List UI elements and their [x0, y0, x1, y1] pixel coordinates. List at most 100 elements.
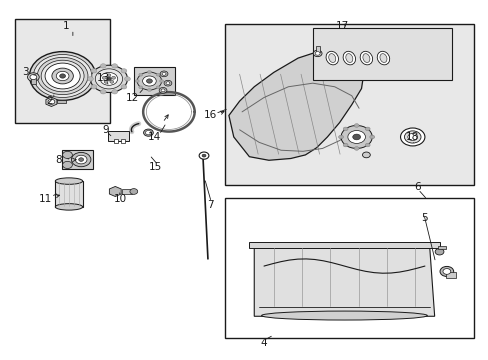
Circle shape	[106, 77, 111, 81]
Circle shape	[104, 80, 108, 83]
Text: 3: 3	[22, 67, 28, 77]
Ellipse shape	[261, 311, 427, 320]
Bar	[61, 149, 93, 169]
Ellipse shape	[345, 54, 352, 63]
Circle shape	[91, 69, 97, 73]
Circle shape	[352, 134, 360, 140]
Polygon shape	[254, 248, 434, 316]
Bar	[31, 78, 36, 84]
Polygon shape	[228, 51, 363, 160]
Text: 14: 14	[147, 132, 161, 142]
Circle shape	[135, 80, 139, 82]
Bar	[114, 139, 118, 143]
Ellipse shape	[379, 54, 386, 63]
Text: 4: 4	[260, 338, 267, 348]
Bar	[249, 242, 439, 248]
Circle shape	[439, 266, 453, 276]
Circle shape	[95, 69, 122, 89]
Circle shape	[29, 51, 96, 100]
Text: 16: 16	[203, 111, 217, 121]
Circle shape	[145, 131, 151, 135]
Bar	[55, 181, 82, 207]
Ellipse shape	[55, 178, 82, 184]
Circle shape	[365, 143, 369, 147]
Circle shape	[87, 77, 93, 81]
Circle shape	[159, 80, 163, 82]
Circle shape	[79, 158, 83, 161]
Bar	[312, 28, 451, 80]
Circle shape	[100, 72, 118, 85]
Polygon shape	[109, 186, 121, 197]
Circle shape	[100, 90, 106, 94]
Ellipse shape	[325, 51, 338, 65]
Circle shape	[62, 161, 72, 168]
Circle shape	[27, 73, 39, 81]
Ellipse shape	[376, 51, 389, 65]
Polygon shape	[46, 97, 57, 107]
Circle shape	[91, 85, 97, 89]
Ellipse shape	[360, 51, 372, 65]
Circle shape	[45, 63, 80, 89]
Bar	[224, 198, 473, 338]
Circle shape	[30, 75, 37, 80]
Circle shape	[353, 124, 358, 127]
Circle shape	[102, 76, 106, 79]
Circle shape	[121, 85, 126, 89]
Circle shape	[160, 71, 167, 77]
Text: 18: 18	[405, 132, 419, 142]
Circle shape	[139, 73, 142, 76]
Circle shape	[365, 127, 369, 131]
Circle shape	[56, 71, 69, 81]
Bar	[315, 46, 319, 51]
Circle shape	[369, 135, 374, 139]
Circle shape	[112, 90, 117, 94]
Circle shape	[52, 68, 73, 84]
Circle shape	[33, 54, 92, 98]
Circle shape	[404, 131, 420, 143]
Text: 17: 17	[335, 21, 348, 31]
Text: 5: 5	[421, 213, 427, 222]
Circle shape	[62, 151, 72, 158]
Circle shape	[434, 248, 443, 255]
Bar	[134, 67, 174, 95]
Circle shape	[315, 51, 320, 55]
Text: 11: 11	[39, 194, 52, 204]
Circle shape	[60, 74, 65, 78]
Bar	[122, 189, 132, 194]
Circle shape	[111, 76, 115, 79]
Text: 8: 8	[55, 155, 61, 165]
Circle shape	[147, 71, 151, 73]
Circle shape	[41, 60, 84, 92]
Circle shape	[124, 77, 130, 81]
Ellipse shape	[328, 54, 335, 63]
Circle shape	[163, 80, 171, 86]
Circle shape	[107, 74, 111, 77]
Circle shape	[407, 134, 417, 140]
Circle shape	[347, 131, 365, 143]
Circle shape	[90, 65, 127, 93]
Circle shape	[112, 64, 117, 68]
Circle shape	[146, 79, 152, 83]
Circle shape	[137, 72, 161, 90]
Text: 1: 1	[63, 21, 70, 31]
Circle shape	[340, 126, 371, 148]
Circle shape	[343, 127, 347, 131]
Circle shape	[48, 99, 55, 104]
Text: 10: 10	[113, 194, 126, 204]
Ellipse shape	[55, 204, 82, 210]
Circle shape	[165, 82, 169, 85]
Circle shape	[156, 86, 160, 89]
Circle shape	[71, 152, 91, 167]
Circle shape	[338, 135, 343, 139]
Circle shape	[343, 143, 347, 147]
Circle shape	[162, 72, 165, 75]
Circle shape	[143, 129, 153, 136]
Ellipse shape	[362, 54, 369, 63]
Bar	[108, 131, 129, 140]
Bar	[121, 139, 125, 143]
Circle shape	[139, 86, 142, 89]
Text: 15: 15	[148, 162, 162, 172]
Text: 2: 2	[46, 96, 53, 106]
Text: 7: 7	[206, 200, 213, 210]
Circle shape	[161, 89, 164, 92]
